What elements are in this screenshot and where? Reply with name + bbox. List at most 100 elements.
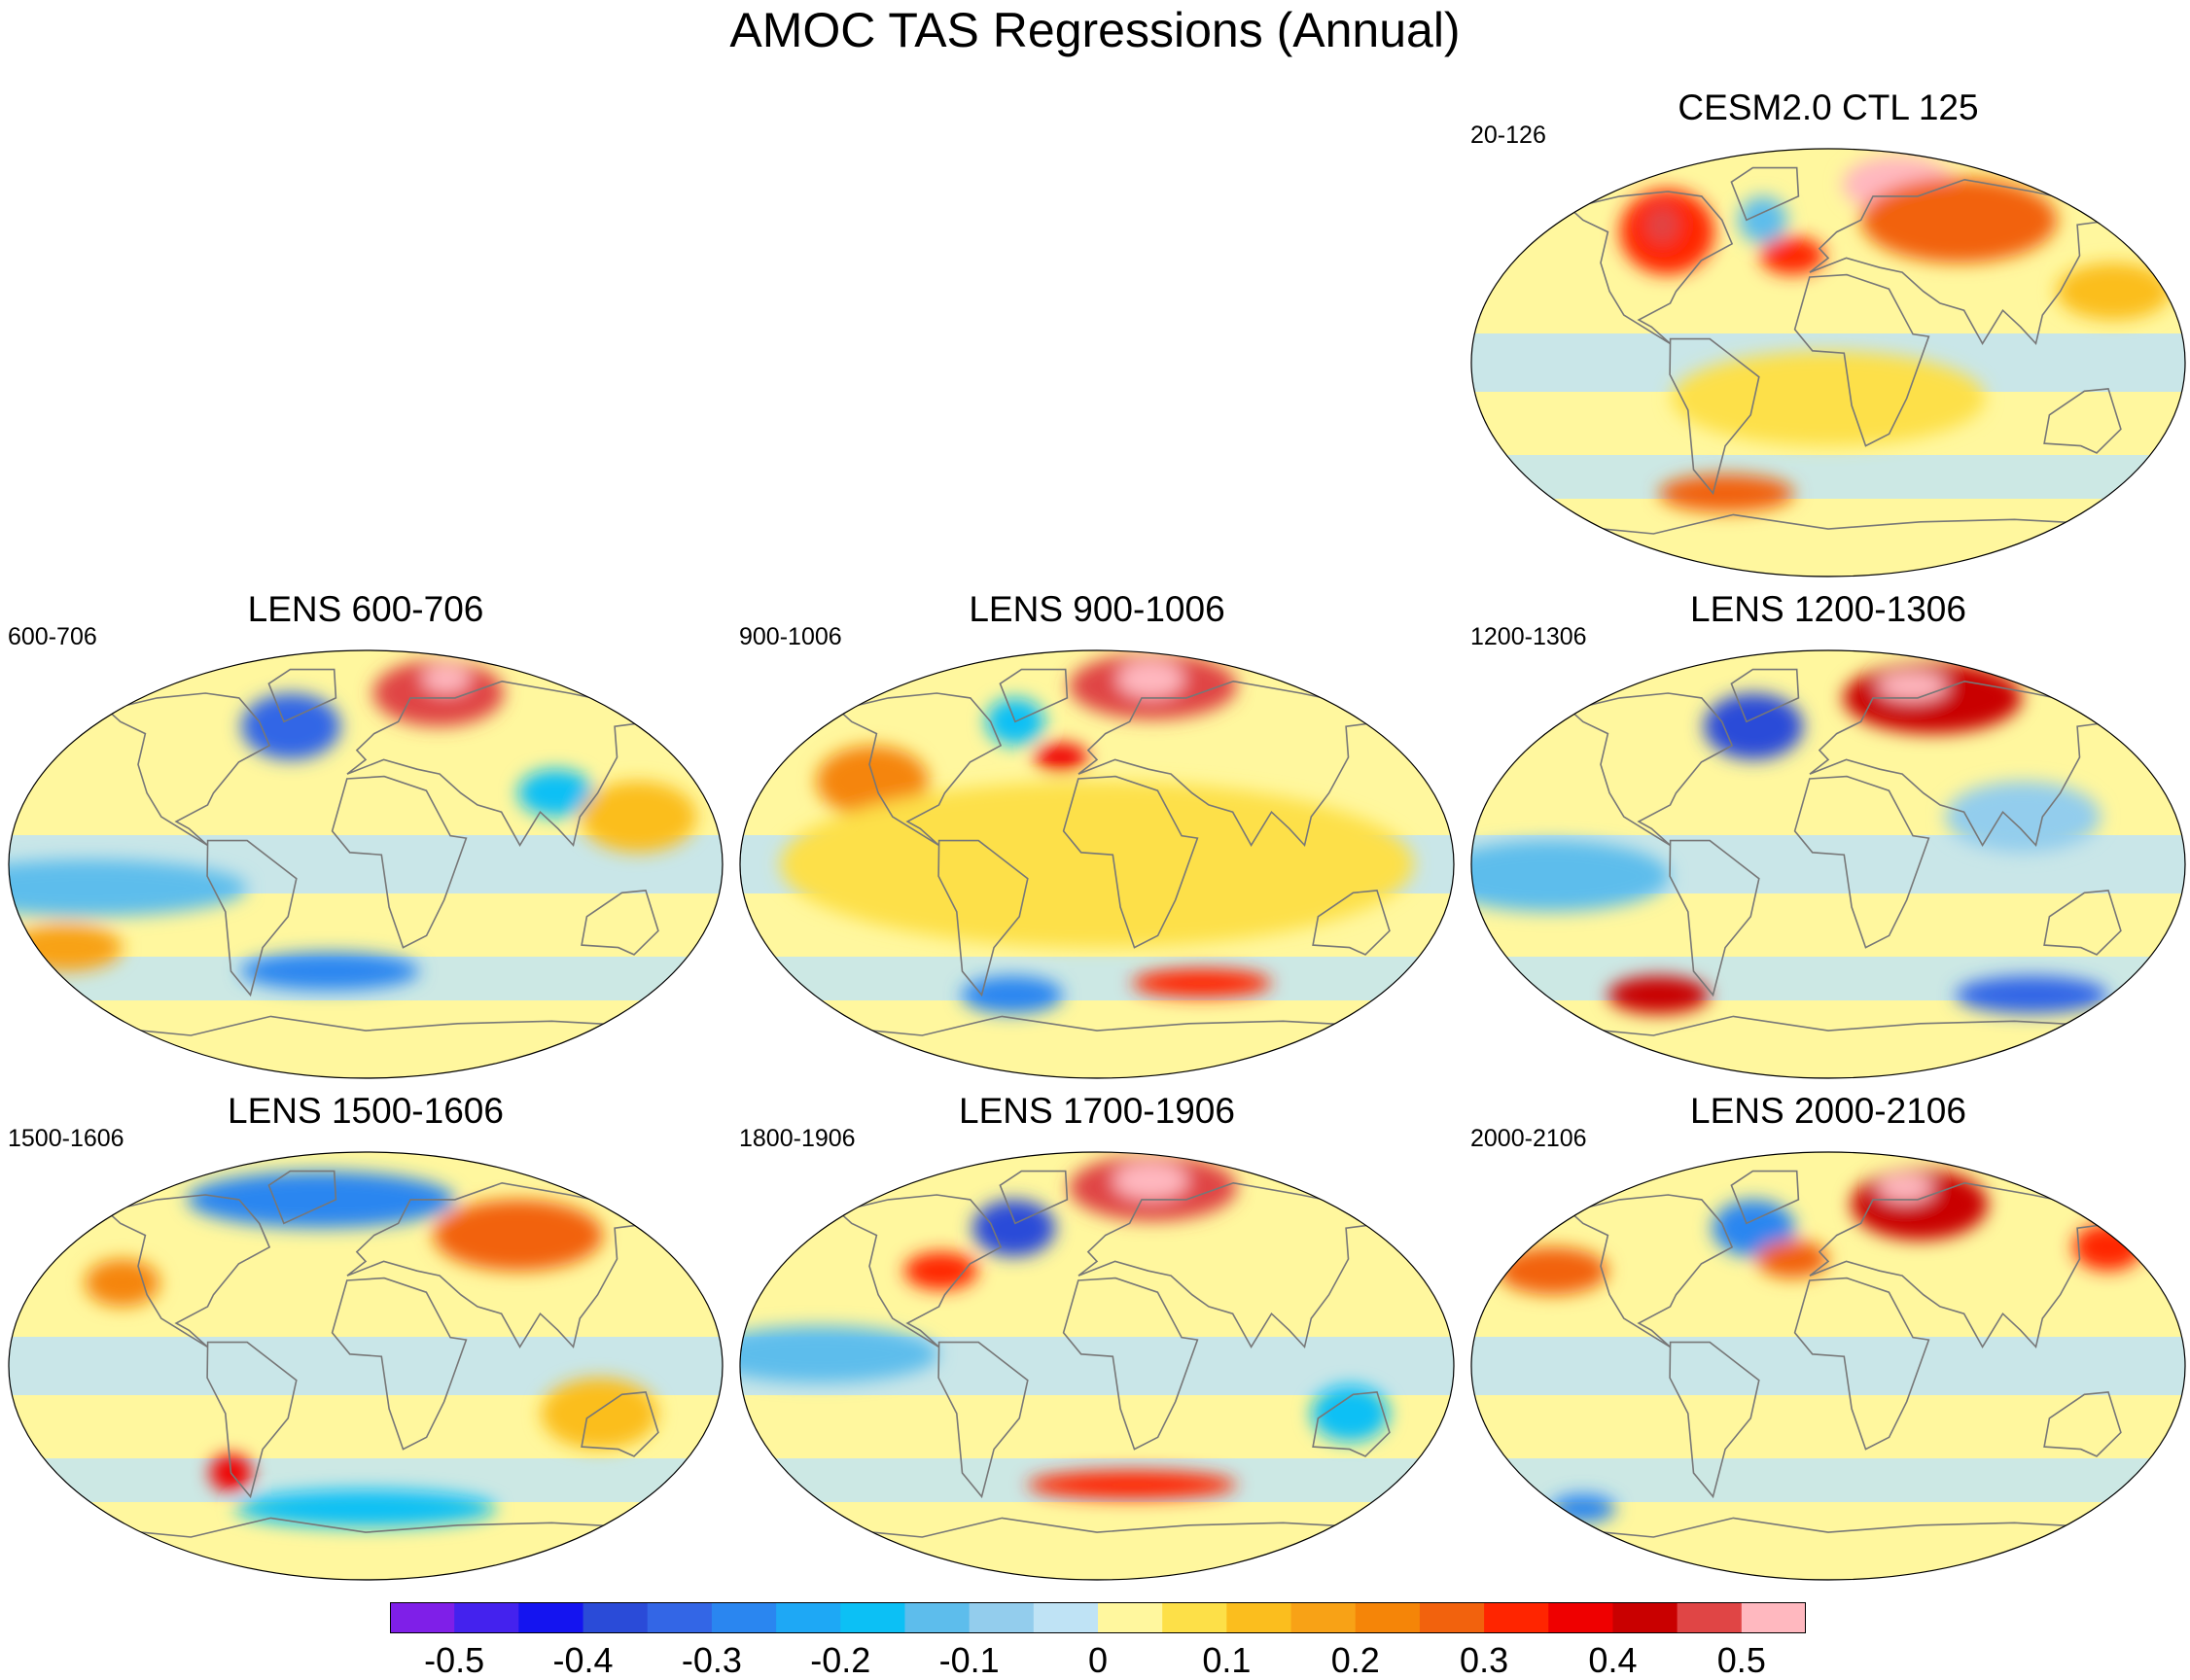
anomaly-field [9, 650, 723, 1078]
robinson-map [1470, 1151, 2186, 1581]
coastline [1568, 191, 1734, 345]
robinson-map [1470, 649, 2186, 1079]
coastline [1669, 337, 1760, 496]
coastline [1669, 839, 1760, 998]
robinson-map [739, 1151, 1455, 1581]
coastline [1809, 1181, 2117, 1349]
colorbar-swatch [583, 1602, 649, 1633]
panel-year-range: 900-1006 [739, 623, 842, 650]
anomaly-blob [971, 1199, 1056, 1257]
anomaly-blob [2056, 262, 2172, 320]
anomaly-blob [433, 1199, 604, 1272]
panel-year-range: 1500-1606 [8, 1125, 124, 1152]
colorbar-swatches [390, 1602, 1806, 1633]
coastline [346, 680, 654, 848]
colorbar-swatch [518, 1602, 584, 1633]
coastline [822, 1517, 1374, 1580]
colorbar-tick-label: -0.4 [552, 1640, 614, 1680]
colorbar-border [390, 1602, 1806, 1633]
colorbar-tick-label: -0.3 [681, 1640, 742, 1680]
anomaly-blob [1645, 205, 1679, 244]
anomaly-blob [541, 1378, 658, 1450]
panel-year-range: 2000-2106 [1470, 1125, 1587, 1152]
panel-title: LENS 1700-1906 [959, 1091, 1235, 1131]
coastline [1809, 680, 2117, 848]
coastline [206, 839, 298, 998]
anomaly-blob [1759, 236, 1825, 275]
coastline [1793, 273, 1930, 447]
anomaly-blob [1498, 1246, 1608, 1295]
anomaly-field [740, 650, 1454, 1078]
colorbar-swatch [904, 1602, 971, 1633]
colorbar [390, 1602, 1806, 1633]
colorbar-swatch [390, 1602, 455, 1633]
anomaly-blob [1131, 968, 1272, 998]
map-border [1470, 1151, 2186, 1581]
robinson-map [739, 649, 1455, 1079]
colorbar-swatch [1355, 1602, 1421, 1633]
anomaly-field [9, 1152, 723, 1580]
coastline [90, 1517, 643, 1580]
anomaly-blob [1607, 975, 1710, 1014]
anomaly-blob [240, 693, 341, 760]
colorbar-tick-label: 0.3 [1460, 1640, 1509, 1680]
panel-year-range: 1800-1906 [739, 1125, 856, 1152]
panel-title: LENS 900-1006 [969, 589, 1225, 629]
colorbar-swatch [1098, 1602, 1163, 1633]
anomaly-blob [580, 781, 697, 853]
anomaly-blob [1671, 350, 1986, 446]
colorbar-swatch [776, 1602, 841, 1633]
anomaly-blob [1843, 662, 2023, 734]
coastline [1730, 668, 1800, 723]
anomaly-blob [1471, 840, 1671, 912]
colorbar-tick-label: -0.5 [424, 1640, 485, 1680]
coastline [1077, 1181, 1386, 1349]
coastline [1809, 178, 2117, 346]
panel-lens2000: LENS 2000-2106 2000-2106 [1468, 1091, 2188, 1589]
coastline [90, 1015, 643, 1078]
anomaly-blob [740, 1325, 939, 1383]
coastline [836, 1194, 1003, 1348]
coastline [1062, 1277, 1199, 1451]
anomaly-blob [239, 952, 420, 991]
panel-lens600: LENS 600-706 600-706 [6, 589, 725, 1087]
colorbar-swatch [1612, 1602, 1678, 1633]
anomaly-blob [1877, 672, 1948, 701]
anomaly-blob [85, 1259, 160, 1307]
anomaly-blob [779, 781, 1415, 948]
tropical-band [1471, 1337, 2185, 1395]
anomaly-blob [1027, 1470, 1237, 1499]
anomaly-blob [1877, 1173, 1934, 1203]
coastline [331, 1277, 468, 1451]
anomaly-blob [1034, 743, 1088, 772]
anomaly-blob [187, 1171, 455, 1229]
anomaly-blob [1712, 1199, 1795, 1257]
anomaly-blob [1738, 195, 1787, 244]
anomaly-field [1471, 1152, 2185, 1580]
anomaly-blob [1860, 177, 2058, 263]
coastline [206, 1341, 298, 1499]
coastline [267, 1170, 337, 1225]
map-border [8, 1151, 724, 1581]
anomaly-blob [234, 1489, 497, 1528]
map-border [739, 649, 1455, 1079]
coastline [937, 839, 1029, 998]
coastline [1062, 775, 1199, 949]
coastline [1312, 890, 1391, 956]
coastline [1669, 1341, 1760, 1499]
colorbar-swatch [969, 1602, 1035, 1633]
anomaly-blob [422, 664, 471, 693]
anomaly-blob [1311, 1384, 1390, 1443]
colorbar-tick-label: 0.4 [1588, 1640, 1638, 1680]
colorbar-swatch [647, 1602, 713, 1633]
coastline [581, 1391, 659, 1457]
panel-year-range: 20-126 [1470, 122, 1546, 149]
anomaly-blob [816, 745, 929, 818]
anomaly-blob [1113, 1161, 1188, 1200]
coastline [1077, 680, 1386, 848]
anomaly-field [740, 1152, 1454, 1580]
anomaly-blob [1756, 1240, 1828, 1278]
colorbar-swatch [1741, 1602, 1806, 1633]
coastline [999, 1170, 1069, 1225]
colorbar-swatch [711, 1602, 777, 1633]
